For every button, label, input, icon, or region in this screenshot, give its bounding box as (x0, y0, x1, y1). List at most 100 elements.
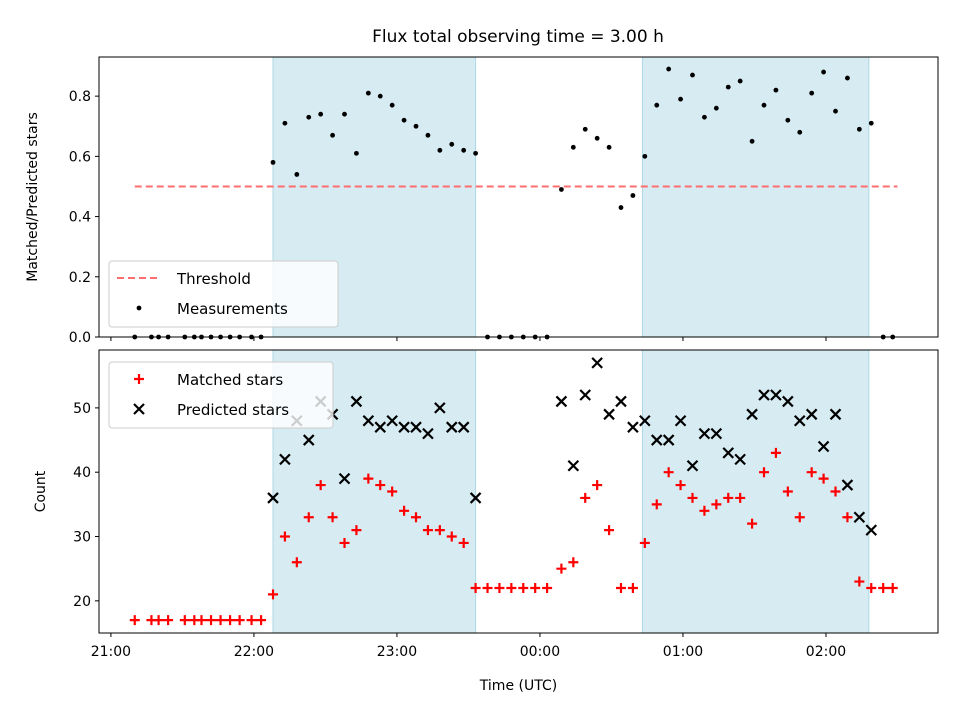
x-tick-label: 21:00 (91, 644, 131, 660)
matched-star-point (782, 486, 793, 497)
matched-star-point (675, 480, 686, 491)
predicted-star-point (627, 421, 639, 433)
matched-star-point (291, 557, 302, 568)
measurement-point (856, 126, 862, 132)
predicted-star-point (805, 408, 818, 421)
matched-star-point (434, 525, 445, 536)
predicted-star-point (650, 434, 663, 446)
matched-star-point (887, 582, 898, 593)
measurement-point (354, 150, 359, 156)
matched-star-point (163, 615, 174, 626)
matched-star-point (580, 492, 591, 503)
axes: 20 30 40 50 21:00 22:00 23:00 00:00 01:00 02:00 (73, 401, 846, 660)
matched-star-point (699, 505, 710, 516)
predicted-star-point (734, 453, 746, 466)
matched-star-point (568, 557, 579, 568)
predicted-star-point (350, 395, 363, 408)
matched-star-point (542, 582, 553, 593)
matched-star-point (153, 615, 164, 626)
matched-star-point (556, 563, 567, 574)
predicted-star-point (615, 395, 627, 408)
matched-star-point (494, 582, 505, 593)
predicted-star-point (386, 414, 398, 427)
predicted-star-point (865, 524, 878, 536)
data-marks (132, 66, 896, 340)
matched-star-point (794, 512, 805, 523)
predicted-star-point (603, 408, 615, 421)
predicted-star-point (398, 421, 410, 433)
matched-star-point (592, 480, 603, 491)
y-tick-label: 0.2 (69, 270, 91, 286)
matched-star-point (351, 525, 362, 536)
measurement-point (330, 132, 335, 138)
matched-star-point (482, 582, 493, 593)
measurement-point (833, 108, 838, 114)
matched-star-point (639, 537, 650, 548)
matched-star-point (446, 531, 457, 542)
predicted-star-point (457, 421, 470, 433)
measurement-point (630, 193, 636, 198)
matched-star-point (470, 582, 481, 593)
measurement-point (666, 66, 672, 72)
predicted-star-point (722, 447, 735, 459)
measurement-point (365, 90, 371, 96)
measurement-point (425, 132, 431, 138)
predicted-star-point (555, 395, 568, 408)
measurement-point (749, 138, 755, 144)
legend-label: Predicted stars (177, 401, 289, 419)
matched-star-point (878, 582, 889, 593)
measurement-point (449, 141, 455, 147)
measurement-point (270, 159, 276, 165)
y-tick-label: 0.6 (69, 149, 91, 165)
matched-star-point (422, 525, 433, 536)
legend-marker (133, 403, 145, 415)
measurement-point (618, 205, 624, 210)
matched-star-point (687, 492, 698, 503)
predicted-star-point (793, 414, 806, 427)
y-tick-label: 0.0 (69, 330, 91, 346)
measurement-point (473, 150, 478, 156)
measurement-point (642, 153, 648, 159)
measurement-point (713, 105, 719, 111)
matched-star-point (267, 589, 278, 600)
legend: Matched stars Predicted stars (108, 361, 334, 429)
predicted-star-point (591, 357, 603, 369)
measurement-point (773, 87, 779, 93)
matched-star-point (339, 537, 350, 548)
matched-star-point (818, 473, 829, 484)
predicted-star-point (434, 402, 446, 414)
legend-box (108, 361, 334, 429)
measurement-point (737, 78, 743, 84)
x-tick-label: 02:00 (806, 644, 846, 660)
shaded-intervals (272, 56, 870, 338)
measurement-point (868, 120, 874, 126)
matched-star-point (842, 512, 853, 523)
measurement-point (306, 114, 312, 120)
matched-star-point (458, 537, 469, 548)
matched-star-point (759, 467, 770, 478)
matched-star-point (399, 505, 410, 516)
data-marks (129, 357, 898, 626)
matched-star-point (866, 582, 877, 593)
matched-star-point (518, 582, 529, 593)
matched-star-point (770, 447, 781, 458)
x-tick-label: 01:00 (663, 644, 703, 660)
matched-star-point (627, 582, 638, 593)
legend-marker (136, 305, 142, 311)
matched-star-point (215, 615, 226, 626)
predicted-star-point (698, 427, 711, 440)
measurement-point (845, 75, 850, 81)
measurement-point (559, 187, 564, 192)
matched-star-point (506, 582, 517, 593)
bottom-panel: 20 30 40 50 21:00 22:00 23:00 00:00 01:00 02:00 C… (33, 349, 939, 694)
y-tick-label: 0.8 (69, 89, 91, 105)
predicted-star-point (710, 427, 723, 440)
x-tick-label: 22:00 (234, 644, 274, 660)
measurement-point (654, 102, 660, 108)
y-axis-label: Count (33, 470, 49, 512)
matched-star-point (225, 615, 236, 626)
matched-star-point (129, 615, 140, 626)
predicted-star-point (338, 472, 351, 485)
predicted-star-point (410, 421, 422, 433)
measurement-point (725, 84, 731, 90)
